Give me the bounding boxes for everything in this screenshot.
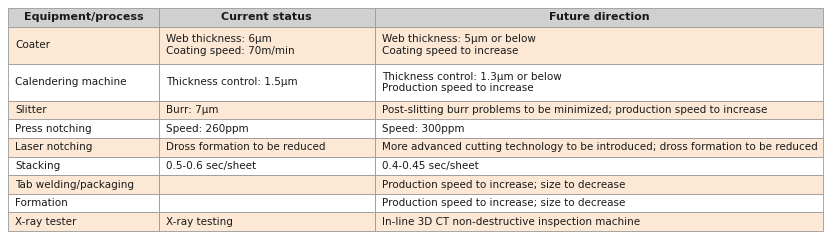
Text: Speed: 260ppm: Speed: 260ppm [165, 124, 248, 134]
Text: X-ray testing: X-ray testing [165, 217, 233, 227]
Text: Production speed to increase; size to decrease: Production speed to increase; size to de… [381, 179, 625, 190]
Bar [8, 27, 159, 64]
Text: Stacking: Stacking [15, 161, 61, 171]
Bar [159, 8, 375, 27]
Text: Thickness control: 1.5μm: Thickness control: 1.5μm [165, 77, 297, 87]
Bar [8, 8, 159, 27]
Bar [8, 138, 159, 157]
Bar [375, 8, 823, 27]
Bar [159, 138, 375, 157]
Text: Calendering machine: Calendering machine [15, 77, 126, 87]
Bar [8, 101, 159, 120]
Bar [375, 27, 823, 64]
Bar [375, 194, 823, 212]
Text: Formation: Formation [15, 198, 68, 208]
Bar [8, 157, 159, 175]
Bar [159, 64, 375, 101]
Bar [159, 175, 375, 194]
Text: Web thickness: 6μm
Coating speed: 70m/min: Web thickness: 6μm Coating speed: 70m/mi… [165, 34, 294, 56]
Text: Web thickness: 5μm or below
Coating speed to increase: Web thickness: 5μm or below Coating spee… [381, 34, 536, 56]
Text: Production speed to increase; size to decrease: Production speed to increase; size to de… [381, 198, 625, 208]
Bar [8, 64, 159, 101]
Text: Future direction: Future direction [548, 12, 649, 22]
Bar [8, 212, 159, 231]
Bar [375, 101, 823, 120]
Text: X-ray tester: X-ray tester [15, 217, 76, 227]
Bar [159, 101, 375, 120]
Bar [375, 138, 823, 157]
Text: Press notching: Press notching [15, 124, 91, 134]
Text: Post-slitting burr problems to be minimized; production speed to increase: Post-slitting burr problems to be minimi… [381, 105, 767, 115]
Bar [375, 212, 823, 231]
Bar [159, 27, 375, 64]
Text: In-line 3D CT non-destructive inspection machine: In-line 3D CT non-destructive inspection… [381, 217, 640, 227]
Text: Dross formation to be reduced: Dross formation to be reduced [165, 142, 325, 152]
Bar [8, 120, 159, 138]
Text: 0.4-0.45 sec/sheet: 0.4-0.45 sec/sheet [381, 161, 479, 171]
Text: Slitter: Slitter [15, 105, 47, 115]
Text: Current status: Current status [221, 12, 312, 22]
Bar [8, 175, 159, 194]
Text: Equipment/process: Equipment/process [23, 12, 143, 22]
Bar [375, 175, 823, 194]
Bar [159, 157, 375, 175]
Bar [8, 194, 159, 212]
Bar [375, 64, 823, 101]
Text: Tab welding/packaging: Tab welding/packaging [15, 179, 134, 190]
Bar [375, 157, 823, 175]
Text: 0.5-0.6 sec/sheet: 0.5-0.6 sec/sheet [165, 161, 256, 171]
Text: Speed: 300ppm: Speed: 300ppm [381, 124, 465, 134]
Bar [159, 120, 375, 138]
Text: Coater: Coater [15, 40, 50, 50]
Bar [159, 194, 375, 212]
Bar [159, 212, 375, 231]
Bar [375, 120, 823, 138]
Text: Thickness control: 1.3μm or below
Production speed to increase: Thickness control: 1.3μm or below Produc… [381, 71, 562, 93]
Text: Burr: 7μm: Burr: 7μm [165, 105, 219, 115]
Text: More advanced cutting technology to be introduced; dross formation to be reduced: More advanced cutting technology to be i… [381, 142, 818, 152]
Text: Laser notching: Laser notching [15, 142, 92, 152]
